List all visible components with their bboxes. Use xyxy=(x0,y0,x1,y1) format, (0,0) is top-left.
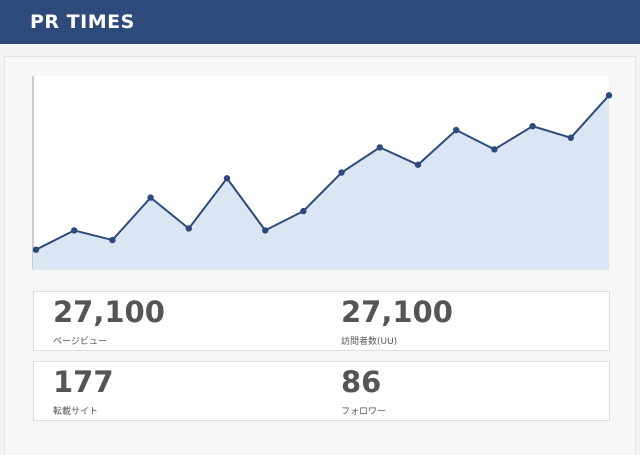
point xyxy=(185,225,192,232)
logo[interactable]: PR TIMES xyxy=(30,11,135,33)
stat-value: 27,100 xyxy=(53,295,165,329)
stat-value: 177 xyxy=(53,365,114,399)
stat-label: 転載サイト xyxy=(53,407,99,417)
stat-value: 27,100 xyxy=(341,295,453,329)
stat-card: 86 フォロワー xyxy=(322,361,610,421)
point xyxy=(147,194,154,201)
stat-value: 86 xyxy=(341,365,382,399)
area xyxy=(33,95,609,269)
stat-label: フォロワー xyxy=(341,407,387,417)
point xyxy=(338,169,345,176)
point xyxy=(376,144,383,151)
point xyxy=(491,146,498,153)
point xyxy=(605,92,613,99)
line xyxy=(35,94,610,251)
point xyxy=(109,236,116,244)
point xyxy=(262,227,269,234)
stat-label: ページビュー xyxy=(53,337,107,347)
point xyxy=(529,122,536,130)
stat-card: 27,100 ページビュー xyxy=(33,291,323,351)
point xyxy=(300,207,307,215)
stat-card: 177 転載サイト xyxy=(33,361,323,421)
stat-label: 訪問者数(UU) xyxy=(341,337,398,347)
point xyxy=(414,161,422,168)
stat-card: 27,100 訪問者数(UU) xyxy=(322,291,610,351)
point xyxy=(223,175,231,182)
header: PR TIMES xyxy=(0,0,640,44)
point xyxy=(71,227,78,234)
point xyxy=(453,126,460,134)
point xyxy=(32,246,40,253)
point xyxy=(567,134,574,141)
